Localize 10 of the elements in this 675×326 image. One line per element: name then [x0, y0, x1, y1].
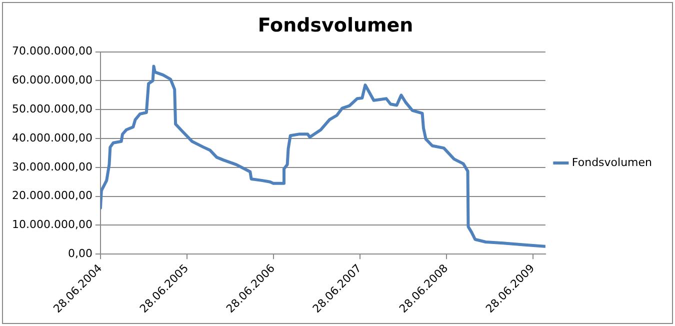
legend-label: Fondsvolumen	[572, 156, 652, 169]
chart-title: Fondsvolumen	[258, 14, 414, 36]
y-tick-label: 30.000.000,00	[12, 160, 92, 174]
y-tick-label: 0,00	[68, 246, 92, 260]
y-tick-label: 60.000.000,00	[12, 74, 92, 87]
y-tick-label: 10.000.000,00	[12, 218, 92, 232]
y-tick-label: 40.000.000,00	[12, 131, 92, 144]
y-tick-label: 50.000.000,00	[12, 102, 92, 116]
y-tick-label: 20.000.000,00	[12, 189, 92, 202]
y-tick-label: 70.000.000,00	[12, 44, 92, 58]
